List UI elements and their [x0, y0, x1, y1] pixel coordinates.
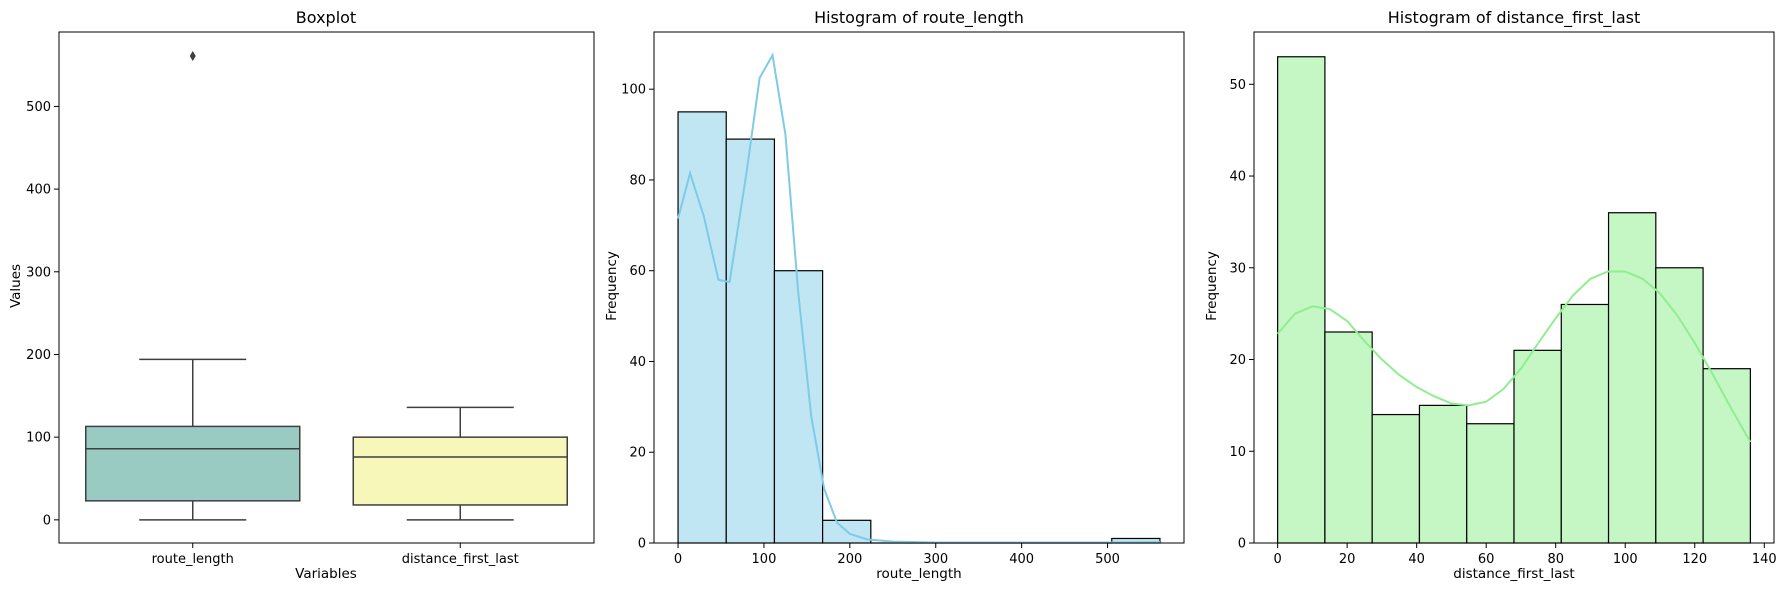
histogram-bar	[1702, 368, 1751, 544]
route-length-histogram-panel: Histogram of route_length route_length F…	[604, 8, 1185, 582]
y-tick-label: 200	[26, 348, 51, 363]
y-tick-label: 40	[629, 355, 646, 370]
x-tick-label: 200	[837, 552, 862, 567]
histogram-bar	[1418, 404, 1468, 544]
histogram-bar	[677, 111, 727, 544]
boxplot-panel: Boxplot Variables Values 0 100 200 300 400 50…	[8, 8, 595, 582]
boxplot-y-axis-label: Values	[8, 264, 24, 308]
boxplot-title: Boxplot	[296, 8, 356, 27]
distance-histogram-y-axis-label: Frequency	[1204, 251, 1220, 321]
y-tick-label: 50	[1229, 78, 1246, 93]
histogram-bar	[1277, 56, 1326, 544]
histogram-bar	[1371, 413, 1421, 544]
outlier-point	[189, 50, 196, 61]
x-tick-label: 120	[1682, 552, 1707, 567]
y-tick-label: 100	[621, 83, 646, 98]
x-tick-label: 300	[923, 552, 948, 567]
y-tick-label: 0	[1238, 537, 1246, 552]
histogram-bar	[1513, 349, 1562, 544]
box-0	[85, 425, 301, 502]
y-tick-label: 500	[26, 100, 51, 115]
route-length-histogram-y-axis-label: Frequency	[604, 251, 620, 321]
x-tick-label: 20	[1339, 552, 1356, 567]
axes-frame	[58, 31, 595, 544]
x-tick-label: 60	[1478, 552, 1495, 567]
histogram-bar	[725, 138, 776, 544]
y-tick-label: 0	[638, 537, 646, 552]
route-length-histogram-x-axis-label: route_length	[876, 566, 961, 582]
x-tick-label: 0	[674, 552, 682, 567]
y-tick-label: 400	[26, 183, 51, 198]
histogram-bar	[1560, 303, 1610, 544]
y-tick-label: 10	[1229, 445, 1246, 460]
x-tick-label: 40	[1408, 552, 1425, 567]
plot-area-2: 0 10 20 30 40 50 0 20 40 60 80 100 120 140	[1229, 31, 1777, 567]
y-tick-label: 60	[629, 264, 646, 279]
histogram-bar	[1607, 212, 1657, 544]
x-tick-label: 500	[1095, 552, 1120, 567]
kde-line	[1276, 270, 1752, 443]
route-length-histogram-title: Histogram of route_length	[814, 8, 1024, 28]
histogram-bar	[1466, 423, 1515, 544]
plot-area-1: 0 20 40 60 80 100 0 100 200 300 400 500	[621, 31, 1185, 567]
plot-area-0: 0 100 200 300 400 500 route_length distance_fir…	[26, 31, 595, 567]
x-tick-label: 400	[1009, 552, 1034, 567]
y-tick-label: 20	[1229, 353, 1246, 368]
y-tick-label: 100	[26, 431, 51, 446]
x-tick-label: 100	[752, 552, 777, 567]
kde-line	[677, 52, 1160, 544]
y-tick-label: 20	[629, 446, 646, 461]
x-tick-label: distance_first_last	[402, 552, 519, 567]
y-tick-label: 300	[26, 265, 51, 280]
axes-frame	[653, 31, 1185, 544]
distance-histogram-panel: Histogram of distance_first_last distanc…	[1204, 8, 1777, 582]
x-tick-label: 140	[1752, 552, 1777, 567]
histogram-bar	[1655, 267, 1704, 544]
x-tick-label: route_length	[152, 552, 234, 567]
histogram-bar	[1324, 331, 1373, 544]
distance-histogram-title: Histogram of distance_first_last	[1388, 8, 1641, 28]
box-1	[352, 436, 568, 506]
axes-frame	[1253, 31, 1775, 544]
distance-histogram-x-axis-label: distance_first_last	[1453, 566, 1574, 582]
boxplot-x-axis-label: Variables	[295, 566, 357, 582]
y-tick-label: 80	[629, 173, 646, 188]
x-tick-label: 80	[1547, 552, 1564, 567]
x-tick-label: 100	[1613, 552, 1638, 567]
y-tick-label: 0	[43, 513, 51, 528]
y-tick-label: 40	[1229, 170, 1246, 185]
histogram-bar	[773, 270, 824, 544]
y-tick-label: 30	[1229, 261, 1246, 276]
x-tick-label: 0	[1273, 552, 1281, 567]
